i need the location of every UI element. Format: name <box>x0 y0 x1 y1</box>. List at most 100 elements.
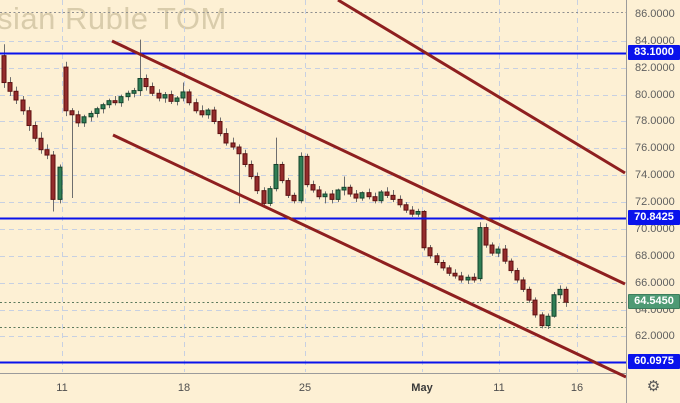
candle[interactable] <box>409 206 415 217</box>
candle[interactable] <box>199 105 205 118</box>
candle[interactable] <box>261 187 267 208</box>
candle[interactable] <box>446 265 452 276</box>
candle[interactable] <box>514 267 520 283</box>
candle[interactable] <box>100 102 106 114</box>
price-tag-64.5450[interactable]: 64.5450 <box>628 294 680 310</box>
candle[interactable] <box>335 188 341 203</box>
candle[interactable] <box>168 90 174 105</box>
candle[interactable] <box>415 208 421 217</box>
candle[interactable] <box>156 89 162 102</box>
candle[interactable] <box>366 188 372 200</box>
candle[interactable] <box>94 106 100 118</box>
candle[interactable] <box>26 106 32 131</box>
candle[interactable] <box>372 192 378 204</box>
gear-icon[interactable]: ⚙ <box>646 378 661 395</box>
candle[interactable] <box>143 74 149 91</box>
candle[interactable] <box>304 153 310 188</box>
candle[interactable] <box>359 191 365 201</box>
candle[interactable] <box>421 210 427 251</box>
candle[interactable] <box>63 61 69 117</box>
candle[interactable] <box>322 191 328 204</box>
candle[interactable] <box>7 77 13 96</box>
candle[interactable] <box>279 161 285 184</box>
candle[interactable] <box>471 273 477 283</box>
candle[interactable] <box>489 242 495 256</box>
price-tag-83.1000[interactable]: 83.1000 <box>628 45 680 60</box>
candle[interactable] <box>57 164 63 204</box>
trend-channel-lines[interactable] <box>111 0 627 379</box>
candle[interactable] <box>248 160 254 180</box>
candle[interactable] <box>81 114 87 127</box>
candle[interactable] <box>397 195 403 208</box>
candle[interactable] <box>186 89 192 106</box>
candle[interactable] <box>50 151 56 212</box>
candle[interactable] <box>211 106 217 125</box>
candle[interactable] <box>427 245 433 259</box>
candle[interactable] <box>230 137 236 150</box>
candle[interactable] <box>149 82 155 96</box>
candle[interactable] <box>285 177 291 199</box>
x-axis-panel[interactable]: 11 18 25 May 11 16 <box>0 373 680 403</box>
candle[interactable] <box>310 180 316 193</box>
candle[interactable] <box>69 108 75 199</box>
candle[interactable] <box>532 297 538 318</box>
candle[interactable] <box>508 258 514 274</box>
candle[interactable] <box>88 110 94 122</box>
candle[interactable] <box>353 189 359 203</box>
candlestick-series[interactable] <box>1 39 569 329</box>
candle[interactable] <box>223 128 229 146</box>
candle[interactable] <box>390 189 396 203</box>
candle[interactable] <box>378 189 384 204</box>
dotted-price-lines[interactable] <box>0 12 633 328</box>
candle[interactable] <box>254 172 260 195</box>
candle[interactable] <box>298 152 304 204</box>
candle[interactable] <box>440 259 446 271</box>
candle[interactable] <box>75 110 81 127</box>
candle[interactable] <box>557 285 563 299</box>
candle[interactable] <box>118 94 124 107</box>
price-tag-60.0975[interactable]: 60.0975 <box>628 353 680 369</box>
candle[interactable] <box>205 108 211 119</box>
candle[interactable] <box>477 222 483 282</box>
candle[interactable] <box>267 185 273 207</box>
candle[interactable] <box>180 82 186 102</box>
candle[interactable] <box>434 253 440 266</box>
candle[interactable] <box>125 90 131 101</box>
candle[interactable] <box>137 39 143 96</box>
candle[interactable] <box>13 86 19 105</box>
candle[interactable] <box>452 269 458 279</box>
candle[interactable] <box>502 245 508 264</box>
candle[interactable] <box>545 313 551 329</box>
candle[interactable] <box>291 192 297 204</box>
candle[interactable] <box>112 95 118 106</box>
price-tag-70.8425[interactable]: 70.8425 <box>628 209 680 225</box>
candle[interactable] <box>495 246 501 258</box>
candle[interactable] <box>458 271 464 283</box>
candle[interactable] <box>162 91 168 103</box>
candle[interactable] <box>341 176 347 196</box>
candle[interactable] <box>38 132 44 154</box>
candle[interactable] <box>329 189 335 204</box>
candle[interactable] <box>539 312 545 329</box>
candle[interactable] <box>520 277 526 293</box>
candle[interactable] <box>217 117 223 137</box>
candle[interactable] <box>44 144 50 160</box>
y-axis-panel[interactable]: 86.0000 84.0000 82.0000 80.0000 78.0000 76.00… <box>626 0 680 374</box>
candle[interactable] <box>563 286 569 307</box>
candle[interactable] <box>20 95 26 115</box>
candle[interactable] <box>316 185 322 200</box>
horizontal-level-lines[interactable] <box>0 52 626 364</box>
candle[interactable] <box>526 286 532 303</box>
candle[interactable] <box>174 95 180 106</box>
candle[interactable] <box>347 184 353 197</box>
candle[interactable] <box>384 187 390 199</box>
candle[interactable] <box>193 98 199 114</box>
candle[interactable] <box>483 223 489 248</box>
candle[interactable] <box>465 274 471 284</box>
candle[interactable] <box>242 149 248 168</box>
candle[interactable] <box>551 292 557 318</box>
candle[interactable] <box>106 98 112 109</box>
candle[interactable] <box>403 202 409 213</box>
candle[interactable] <box>131 87 137 98</box>
